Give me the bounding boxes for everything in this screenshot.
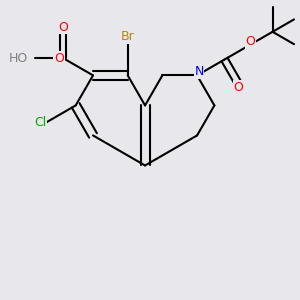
- Text: N: N: [194, 65, 204, 78]
- Text: O: O: [246, 35, 256, 48]
- Text: Cl: Cl: [34, 116, 47, 129]
- Text: O: O: [233, 81, 243, 94]
- Text: O: O: [58, 21, 68, 34]
- Text: O: O: [54, 52, 64, 64]
- Text: HO: HO: [9, 52, 28, 64]
- Text: Br: Br: [121, 30, 135, 43]
